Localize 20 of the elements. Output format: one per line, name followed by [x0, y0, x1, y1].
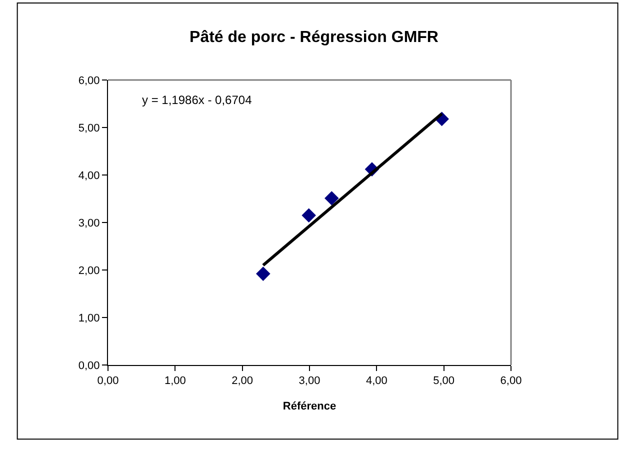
y-tick-label: 6,00 — [78, 74, 100, 87]
x-tick-label: 4,00 — [366, 375, 388, 388]
x-tick-label: 0,00 — [97, 375, 119, 388]
point — [324, 191, 339, 206]
chart-title: Pâté de porc - Régression GMFR — [190, 29, 439, 46]
annotation: y = 1,1986x - 0,6704 — [142, 93, 252, 107]
x-tick-label: 5,00 — [433, 375, 455, 388]
point — [302, 208, 316, 223]
x-tick-label: 6,00 — [500, 375, 522, 388]
x-axis-title: Référence — [282, 400, 336, 412]
y-tick-label: 1,00 — [78, 312, 100, 324]
x-tick-label: 2,00 — [232, 375, 254, 388]
y-tick-label: 2,00 — [78, 264, 100, 277]
x-tick-label: 1,00 — [164, 375, 186, 388]
y-tick-label: 3,00 — [78, 217, 100, 230]
y-tick-label: 4,00 — [78, 170, 100, 182]
x-tick-label: 3,00 — [298, 375, 320, 388]
y-tick-label: 0,00 — [78, 360, 100, 372]
y-tick-label: 5,00 — [78, 122, 100, 134]
point — [256, 266, 270, 281]
